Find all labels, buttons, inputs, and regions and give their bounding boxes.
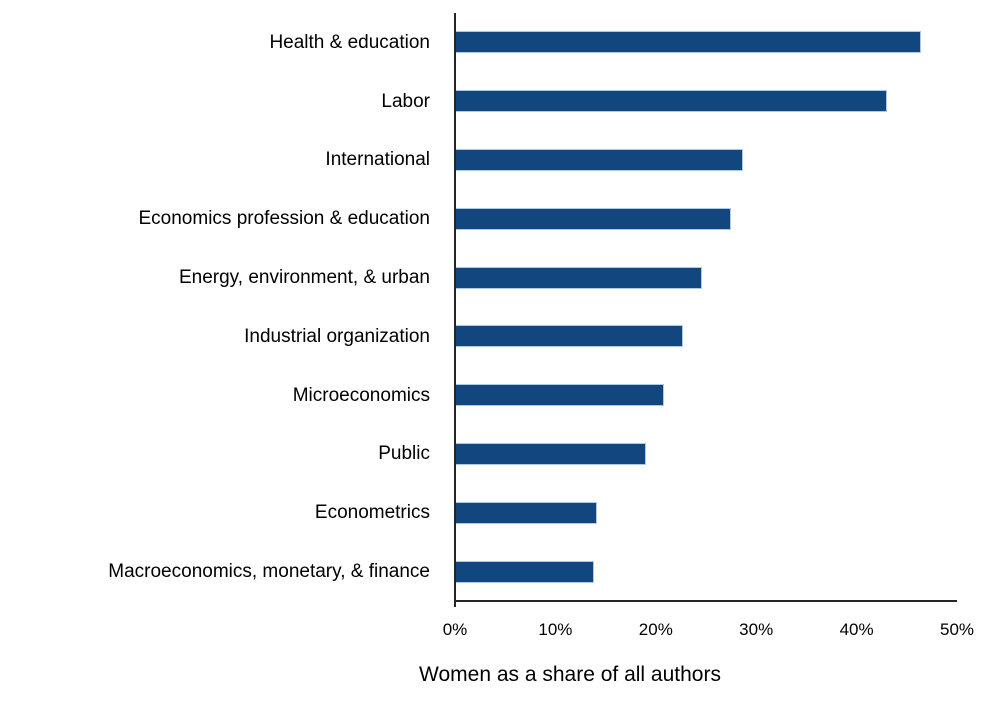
category-label: Macroeconomics, monetary, & finance xyxy=(108,561,430,583)
category-label: Labor xyxy=(381,90,430,112)
chart-row: Econometrics xyxy=(0,483,1000,542)
chart-row: Microeconomics xyxy=(0,366,1000,425)
x-axis-tick-labels: 0% 10% 20% 30% 40% 50% xyxy=(0,620,1000,644)
chart-row: Industrial organization xyxy=(0,307,1000,366)
x-axis-title: Women as a share of all authors xyxy=(419,663,721,686)
chart-row: Macroeconomics, monetary, & finance xyxy=(0,542,1000,601)
bar xyxy=(455,31,921,54)
x-tick-label: 10% xyxy=(538,620,573,639)
bar xyxy=(455,325,683,348)
bar xyxy=(455,266,702,289)
category-label: Economics profession & education xyxy=(138,208,431,230)
plot-area: Health & education Labor International Econ… xyxy=(0,13,1000,601)
chart-row: Energy, environment, & urban xyxy=(0,248,1000,307)
chart-row: Labor xyxy=(0,72,1000,131)
category-label: Public xyxy=(378,443,430,465)
x-tick-label: 50% xyxy=(939,620,975,639)
x-tick-label: 30% xyxy=(739,620,774,639)
category-label: Microeconomics xyxy=(292,384,430,406)
category-label: Industrial organization xyxy=(244,325,430,347)
x-tick-label: 40% xyxy=(839,620,874,639)
chart-row: Health & education xyxy=(0,13,1000,72)
bar xyxy=(455,90,887,113)
bar xyxy=(455,560,594,583)
bar xyxy=(455,442,646,465)
bar xyxy=(455,501,597,524)
chart-row: Public xyxy=(0,425,1000,484)
chart-row: Economics profession & education xyxy=(0,189,1000,248)
bar xyxy=(455,384,664,407)
chart-row: International xyxy=(0,131,1000,190)
category-label: Energy, environment, & urban xyxy=(178,267,430,289)
category-label: Econometrics xyxy=(314,502,430,524)
x-tick-label: 20% xyxy=(638,620,673,639)
bar xyxy=(455,148,744,171)
y-axis-line xyxy=(454,13,456,607)
category-label: Health & education xyxy=(269,31,430,53)
bar xyxy=(455,207,732,230)
category-label: International xyxy=(325,149,430,171)
x-tick-label: 0% xyxy=(442,620,468,639)
x-axis-line xyxy=(455,600,957,602)
